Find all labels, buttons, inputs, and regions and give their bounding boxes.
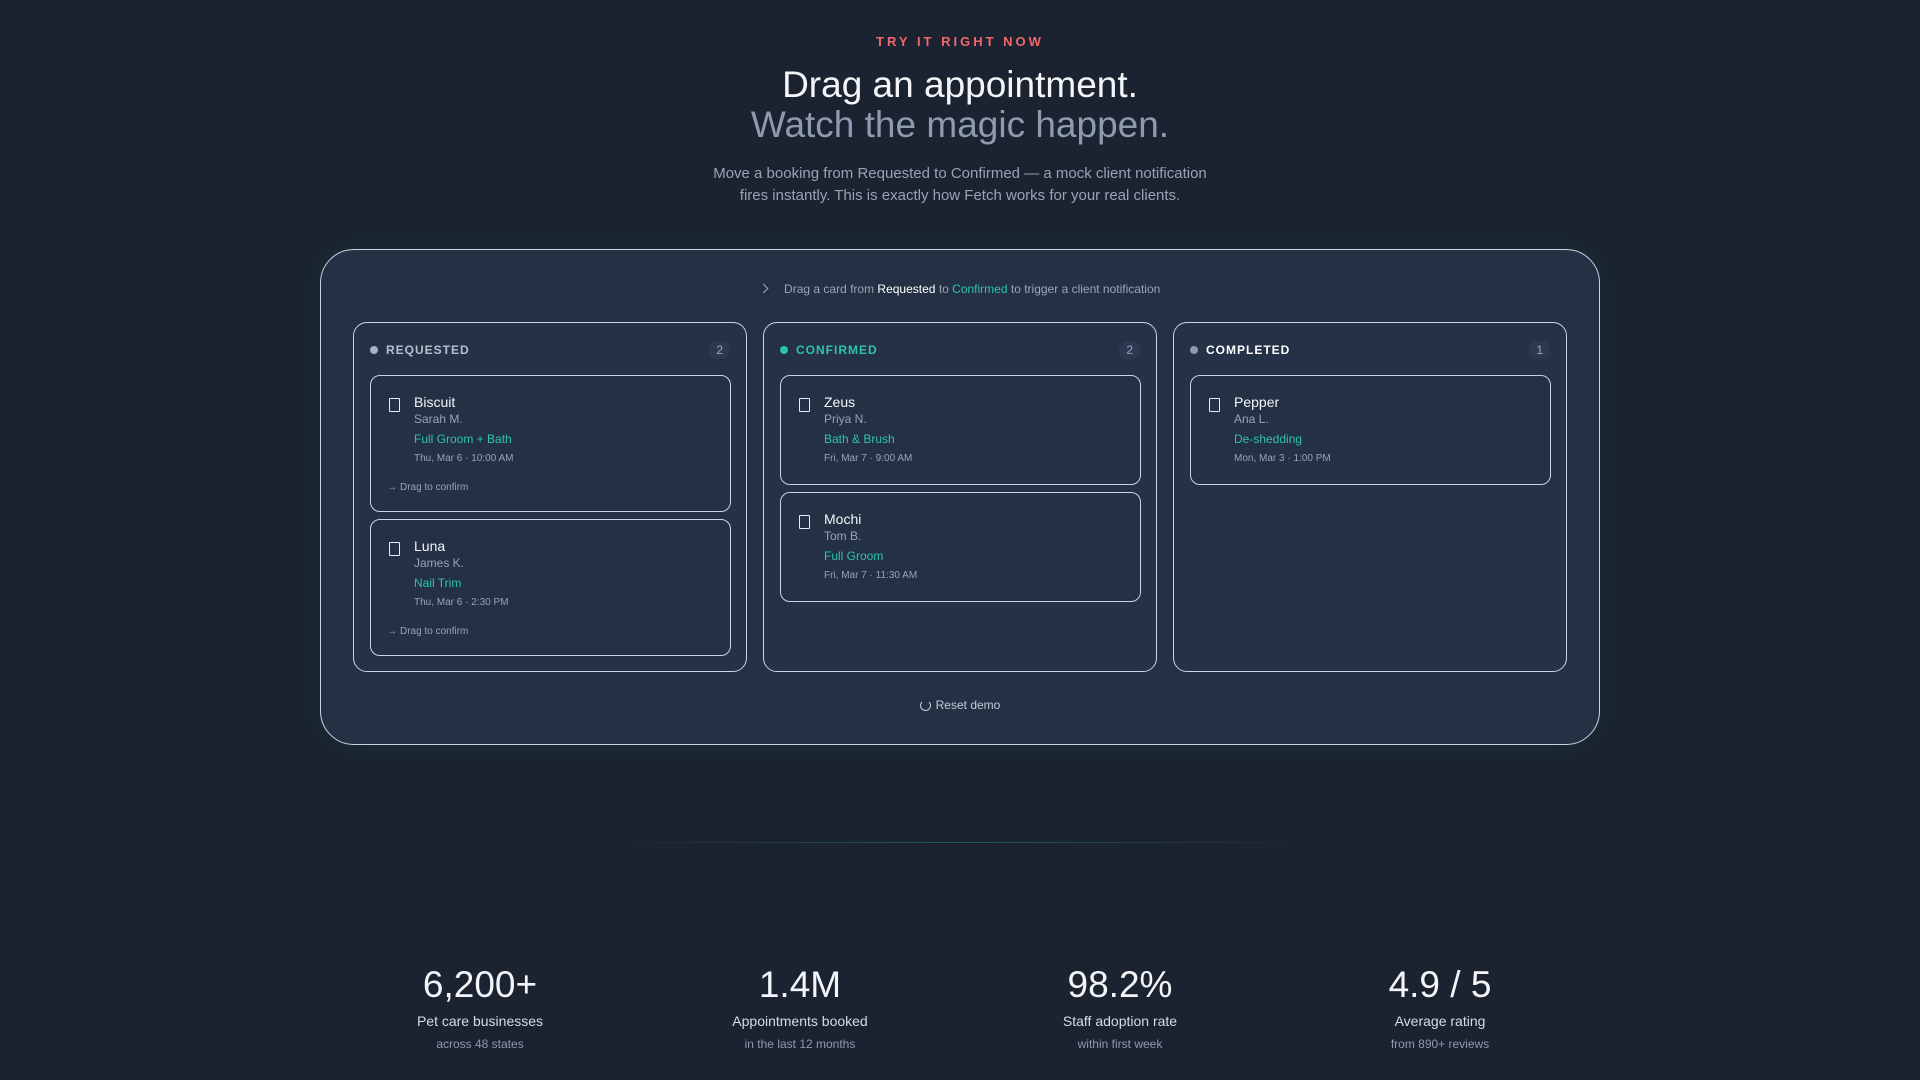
stat-value: 98.2% xyxy=(1067,964,1173,1005)
drag-to-confirm: → Drag to confirm xyxy=(387,482,468,493)
column-count: 2 xyxy=(1119,341,1140,359)
column-completed[interactable]: COMPLETED 1 Pepper Ana L. De-shedding Mo… xyxy=(1173,322,1567,672)
appointment-card[interactable]: Mochi Tom B. Full Groom Fri, Mar 7 · 11:… xyxy=(780,492,1141,602)
hint-middle: to xyxy=(938,282,949,296)
reset-label: Reset demo xyxy=(935,698,1001,712)
arrow-right-icon: → xyxy=(387,482,397,493)
section-divider xyxy=(600,842,1320,843)
hero-section: TRY IT RIGHT NOW Drag an appointment. Wa… xyxy=(0,0,1920,207)
stat-label: Staff adoption rate xyxy=(1062,1013,1178,1029)
pet-name: Mochi xyxy=(824,511,862,527)
chevron-right-icon xyxy=(758,283,769,294)
stat-label: Average rating xyxy=(1394,1013,1486,1029)
appointment-card[interactable]: Pepper Ana L. De-shedding Mon, Mar 3 · 1… xyxy=(1190,375,1551,485)
drag-handle-icon[interactable] xyxy=(389,542,400,556)
service-name: De-shedding xyxy=(1234,432,1303,446)
stat-item: 98.2% Staff adoption rate within first w… xyxy=(960,964,1280,1052)
appointment-card[interactable]: Zeus Priya N. Bath & Brush Fri, Mar 7 · … xyxy=(780,375,1141,485)
appointment-time: Thu, Mar 6 · 2:30 PM xyxy=(414,597,509,608)
service-name: Full Groom xyxy=(824,549,884,563)
demo-board: Drag a card from Requested to Confirmed … xyxy=(320,249,1600,745)
stat-item: 1.4M Appointments booked in the last 12 … xyxy=(640,964,960,1052)
service-name: Full Groom + Bath xyxy=(414,432,512,446)
refresh-icon xyxy=(919,700,931,711)
hero-title: Drag an appointment. xyxy=(782,64,1138,105)
hint-prefix: Drag a card from xyxy=(784,282,875,296)
appointment-time: Mon, Mar 3 · 1:00 PM xyxy=(1234,453,1331,464)
stat-value: 4.9 / 5 xyxy=(1388,964,1492,1005)
drag-handle-icon[interactable] xyxy=(799,398,810,412)
stat-label: Appointments booked xyxy=(732,1013,868,1029)
stats-row: 6,200+ Pet care businesses across 48 sta… xyxy=(320,964,1600,1052)
hint-to: Confirmed xyxy=(952,282,1008,296)
drag-to-confirm: → Drag to confirm xyxy=(387,626,468,637)
service-name: Bath & Brush xyxy=(824,432,895,446)
stat-sublabel: within first week xyxy=(1077,1037,1163,1051)
drag-label: Drag to confirm xyxy=(400,626,469,637)
arrow-right-icon: → xyxy=(387,626,397,637)
appointment-time: Thu, Mar 6 · 10:00 AM xyxy=(414,453,514,464)
hint-from: Requested xyxy=(877,282,936,296)
owner-name: Priya N. xyxy=(824,412,867,426)
owner-name: Sarah M. xyxy=(414,412,463,426)
appointment-time: Fri, Mar 7 · 9:00 AM xyxy=(824,453,913,464)
drag-handle-icon[interactable] xyxy=(1209,398,1220,412)
owner-name: James K. xyxy=(414,556,465,570)
status-dot xyxy=(780,346,788,354)
status-dot xyxy=(1190,346,1198,354)
column-confirmed[interactable]: CONFIRMED 2 Zeus Priya N. Bath & Brush F… xyxy=(763,322,1157,672)
stat-value: 1.4M xyxy=(758,964,842,1005)
stat-label: Pet care businesses xyxy=(416,1013,544,1029)
column-header: CONFIRMED 2 xyxy=(780,341,1140,359)
hero-eyebrow: TRY IT RIGHT NOW xyxy=(876,34,1044,49)
column-title: REQUESTED xyxy=(386,343,470,357)
stat-value: 6,200+ xyxy=(422,964,538,1005)
appointment-card[interactable]: Biscuit Sarah M. Full Groom + Bath Thu, … xyxy=(370,375,731,512)
column-header: COMPLETED 1 xyxy=(1190,341,1550,359)
status-dot xyxy=(370,346,378,354)
hero-description: Move a booking from Requested to Confirm… xyxy=(713,165,1207,204)
drag-handle-icon[interactable] xyxy=(799,515,810,529)
pet-name: Pepper xyxy=(1234,394,1280,410)
hint-suffix: to trigger a client notification xyxy=(1010,282,1161,296)
owner-name: Tom B. xyxy=(824,529,862,543)
stat-item: 6,200+ Pet care businesses across 48 sta… xyxy=(320,964,640,1052)
stat-sublabel: from 890+ reviews xyxy=(1390,1037,1490,1051)
column-count: 2 xyxy=(709,341,730,359)
column-count: 1 xyxy=(1529,341,1550,359)
drag-handle-icon[interactable] xyxy=(389,398,400,412)
appointment-card[interactable]: Luna James K. Nail Trim Thu, Mar 6 · 2:3… xyxy=(370,519,731,656)
service-name: Nail Trim xyxy=(414,576,462,590)
hero-subtitle: Watch the magic happen. xyxy=(750,104,1170,145)
stat-item: 4.9 / 5 Average rating from 890+ reviews xyxy=(1280,964,1600,1052)
stat-sublabel: across 48 states xyxy=(436,1037,524,1051)
pet-name: Biscuit xyxy=(414,394,456,410)
drag-label: Drag to confirm xyxy=(400,482,469,493)
column-header: REQUESTED 2 xyxy=(370,341,730,359)
stat-sublabel: in the last 12 months xyxy=(744,1037,856,1051)
pet-name: Zeus xyxy=(824,394,856,410)
column-title: COMPLETED xyxy=(1206,343,1291,357)
owner-name: Ana L. xyxy=(1234,412,1269,426)
pet-name: Luna xyxy=(414,538,446,554)
reset-demo-button[interactable]: Reset demo xyxy=(321,698,1599,712)
drag-hint: Drag a card from Requested to Confirmed … xyxy=(321,282,1599,296)
column-requested[interactable]: REQUESTED 2 Biscuit Sarah M. Full Groom … xyxy=(353,322,747,672)
column-title: CONFIRMED xyxy=(796,343,878,357)
appointment-time: Fri, Mar 7 · 11:30 AM xyxy=(824,570,918,581)
